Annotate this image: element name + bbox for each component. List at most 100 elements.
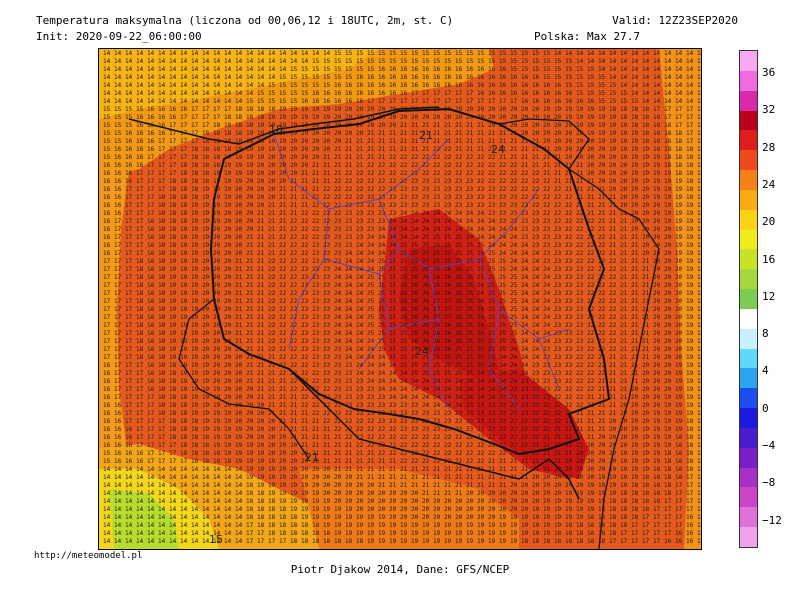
svg-text:18: 18 [620, 498, 628, 505]
svg-text:16: 16 [466, 66, 474, 73]
svg-text:15: 15 [356, 58, 364, 65]
svg-text:21: 21 [642, 314, 650, 321]
svg-text:20: 20 [224, 338, 232, 345]
svg-text:22: 22 [455, 434, 463, 441]
svg-text:19: 19 [686, 314, 694, 321]
svg-text:19: 19 [543, 106, 551, 113]
svg-text:16: 16 [554, 82, 562, 89]
svg-text:20: 20 [664, 266, 672, 273]
svg-text:21: 21 [268, 402, 276, 409]
svg-text:23: 23 [323, 258, 331, 265]
svg-text:21: 21 [455, 474, 463, 481]
svg-text:20: 20 [631, 386, 639, 393]
svg-text:20: 20 [213, 354, 221, 361]
svg-text:15: 15 [279, 98, 287, 105]
svg-text:19: 19 [268, 490, 276, 497]
svg-text:19: 19 [323, 498, 331, 505]
svg-text:20: 20 [587, 162, 595, 169]
svg-text:20: 20 [521, 130, 529, 137]
svg-text:22: 22 [279, 298, 287, 305]
svg-text:17: 17 [653, 506, 661, 513]
svg-text:24: 24 [400, 394, 408, 401]
svg-text:23: 23 [301, 322, 309, 329]
svg-text:20: 20 [620, 162, 628, 169]
svg-text:22: 22 [510, 426, 518, 433]
svg-text:21: 21 [312, 434, 320, 441]
svg-text:20: 20 [213, 298, 221, 305]
svg-text:20: 20 [664, 290, 672, 297]
svg-text:21: 21 [345, 442, 353, 449]
svg-text:23: 23 [433, 202, 441, 209]
svg-text:25: 25 [411, 266, 419, 273]
svg-text:19: 19 [587, 106, 595, 113]
svg-text:21: 21 [488, 146, 496, 153]
svg-text:25: 25 [510, 314, 518, 321]
svg-text:21: 21 [312, 418, 320, 425]
svg-text:14: 14 [224, 58, 232, 65]
svg-text:14: 14 [125, 514, 133, 521]
svg-text:22: 22 [411, 458, 419, 465]
svg-text:21: 21 [510, 146, 518, 153]
svg-text:17: 17 [653, 530, 661, 537]
svg-text:14: 14 [565, 50, 573, 57]
svg-text:17: 17 [697, 498, 701, 505]
svg-text:19: 19 [554, 514, 562, 521]
svg-text:19: 19 [477, 522, 485, 529]
svg-text:26: 26 [433, 266, 441, 273]
svg-text:16: 16 [686, 530, 694, 537]
svg-text:19: 19 [664, 218, 672, 225]
svg-text:20: 20 [279, 154, 287, 161]
svg-text:20: 20 [433, 106, 441, 113]
svg-text:18: 18 [675, 450, 683, 457]
svg-text:20: 20 [367, 114, 375, 121]
svg-text:14: 14 [169, 474, 177, 481]
svg-text:21: 21 [631, 354, 639, 361]
svg-text:20: 20 [664, 338, 672, 345]
svg-text:22: 22 [334, 418, 342, 425]
hot-zone-core [399, 244, 499, 379]
svg-text:21: 21 [587, 394, 595, 401]
svg-text:19: 19 [235, 442, 243, 449]
svg-text:23: 23 [499, 410, 507, 417]
svg-text:14: 14 [653, 82, 661, 89]
svg-text:25: 25 [488, 266, 496, 273]
svg-text:22: 22 [521, 442, 529, 449]
svg-text:14: 14 [642, 82, 650, 89]
svg-text:22: 22 [367, 186, 375, 193]
svg-text:21: 21 [235, 290, 243, 297]
svg-text:24: 24 [521, 330, 529, 337]
svg-text:19: 19 [224, 410, 232, 417]
svg-text:22: 22 [598, 282, 606, 289]
svg-text:16: 16 [103, 410, 111, 417]
svg-text:19: 19 [301, 114, 309, 121]
svg-text:18: 18 [675, 130, 683, 137]
svg-text:14: 14 [125, 98, 133, 105]
svg-text:15: 15 [312, 66, 320, 73]
svg-text:22: 22 [345, 418, 353, 425]
svg-text:18: 18 [180, 426, 188, 433]
svg-text:24: 24 [400, 370, 408, 377]
svg-text:25: 25 [488, 322, 496, 329]
svg-text:22: 22 [312, 378, 320, 385]
svg-text:19: 19 [598, 122, 606, 129]
svg-text:22: 22 [378, 186, 386, 193]
svg-text:19: 19 [334, 530, 342, 537]
svg-text:26: 26 [422, 330, 430, 337]
svg-text:24: 24 [488, 370, 496, 377]
svg-text:21: 21 [499, 466, 507, 473]
svg-text:20: 20 [543, 474, 551, 481]
svg-text:27: 27 [433, 314, 441, 321]
svg-text:17: 17 [103, 274, 111, 281]
svg-text:14: 14 [213, 482, 221, 489]
source-url[interactable]: http://meteomodel.pl [34, 551, 142, 561]
svg-text:15: 15 [114, 114, 122, 121]
svg-text:21: 21 [620, 346, 628, 353]
svg-text:18: 18 [532, 538, 540, 545]
svg-text:23: 23 [345, 242, 353, 249]
svg-text:20: 20 [378, 122, 386, 129]
svg-text:24: 24 [510, 234, 518, 241]
svg-text:21: 21 [499, 154, 507, 161]
svg-text:20: 20 [664, 274, 672, 281]
svg-text:20: 20 [642, 418, 650, 425]
svg-text:21: 21 [356, 146, 364, 153]
